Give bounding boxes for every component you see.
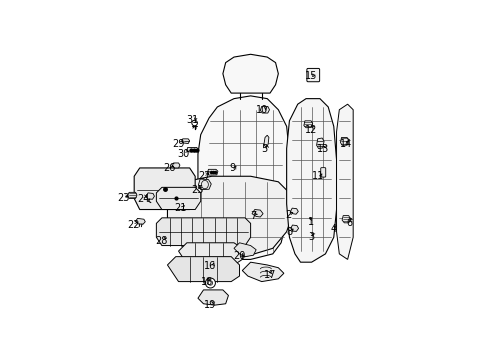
Text: 25: 25 xyxy=(191,185,203,194)
Polygon shape xyxy=(134,168,195,210)
Circle shape xyxy=(208,281,212,285)
Text: 11: 11 xyxy=(312,171,324,181)
Polygon shape xyxy=(135,219,145,224)
FancyBboxPatch shape xyxy=(320,168,325,177)
Polygon shape xyxy=(233,243,256,257)
Polygon shape xyxy=(260,107,269,113)
Text: 6: 6 xyxy=(346,218,352,228)
Text: 19: 19 xyxy=(204,300,216,310)
Circle shape xyxy=(205,278,215,288)
Text: 8: 8 xyxy=(286,227,292,237)
Polygon shape xyxy=(286,99,336,262)
Polygon shape xyxy=(342,216,350,223)
Polygon shape xyxy=(303,121,312,128)
Text: 21: 21 xyxy=(174,203,186,213)
Text: 7: 7 xyxy=(250,211,256,221)
Polygon shape xyxy=(207,169,218,175)
Polygon shape xyxy=(242,262,284,282)
Text: 30: 30 xyxy=(177,149,189,158)
Polygon shape xyxy=(290,208,298,214)
Polygon shape xyxy=(167,257,239,282)
Polygon shape xyxy=(251,210,263,217)
FancyBboxPatch shape xyxy=(306,68,319,82)
Text: 24: 24 xyxy=(137,194,149,204)
Polygon shape xyxy=(186,148,198,152)
Polygon shape xyxy=(127,192,137,198)
Polygon shape xyxy=(316,138,324,149)
Text: 18: 18 xyxy=(200,276,212,287)
Text: 4: 4 xyxy=(330,225,336,234)
Text: 1: 1 xyxy=(307,217,313,227)
Text: 27: 27 xyxy=(198,171,211,181)
Polygon shape xyxy=(223,54,278,93)
Text: 17: 17 xyxy=(264,270,276,280)
Polygon shape xyxy=(178,243,242,265)
Text: 16: 16 xyxy=(204,261,216,270)
Text: 12: 12 xyxy=(305,125,317,135)
Text: 29: 29 xyxy=(172,139,184,149)
Text: 23: 23 xyxy=(117,193,130,203)
Text: 31: 31 xyxy=(186,115,198,125)
Polygon shape xyxy=(264,135,268,147)
Polygon shape xyxy=(167,176,292,257)
Polygon shape xyxy=(336,104,352,260)
Text: 15: 15 xyxy=(304,71,317,81)
Text: 22: 22 xyxy=(127,220,140,230)
Polygon shape xyxy=(290,225,298,231)
Polygon shape xyxy=(145,193,154,199)
Polygon shape xyxy=(198,290,228,305)
Polygon shape xyxy=(198,96,289,260)
Polygon shape xyxy=(198,179,211,190)
Text: 3: 3 xyxy=(307,232,313,242)
Text: 14: 14 xyxy=(340,139,352,149)
Text: 10: 10 xyxy=(256,105,268,115)
Polygon shape xyxy=(182,139,189,144)
Text: 5: 5 xyxy=(260,144,266,154)
Polygon shape xyxy=(156,187,200,210)
Text: 9: 9 xyxy=(229,163,235,174)
Text: 28: 28 xyxy=(155,235,167,246)
Polygon shape xyxy=(340,138,348,145)
Polygon shape xyxy=(156,218,250,246)
Text: 20: 20 xyxy=(233,251,245,261)
Text: 13: 13 xyxy=(316,144,329,154)
Polygon shape xyxy=(172,163,180,168)
Circle shape xyxy=(191,120,197,126)
Text: 26: 26 xyxy=(163,163,176,174)
Text: 2: 2 xyxy=(285,210,291,220)
